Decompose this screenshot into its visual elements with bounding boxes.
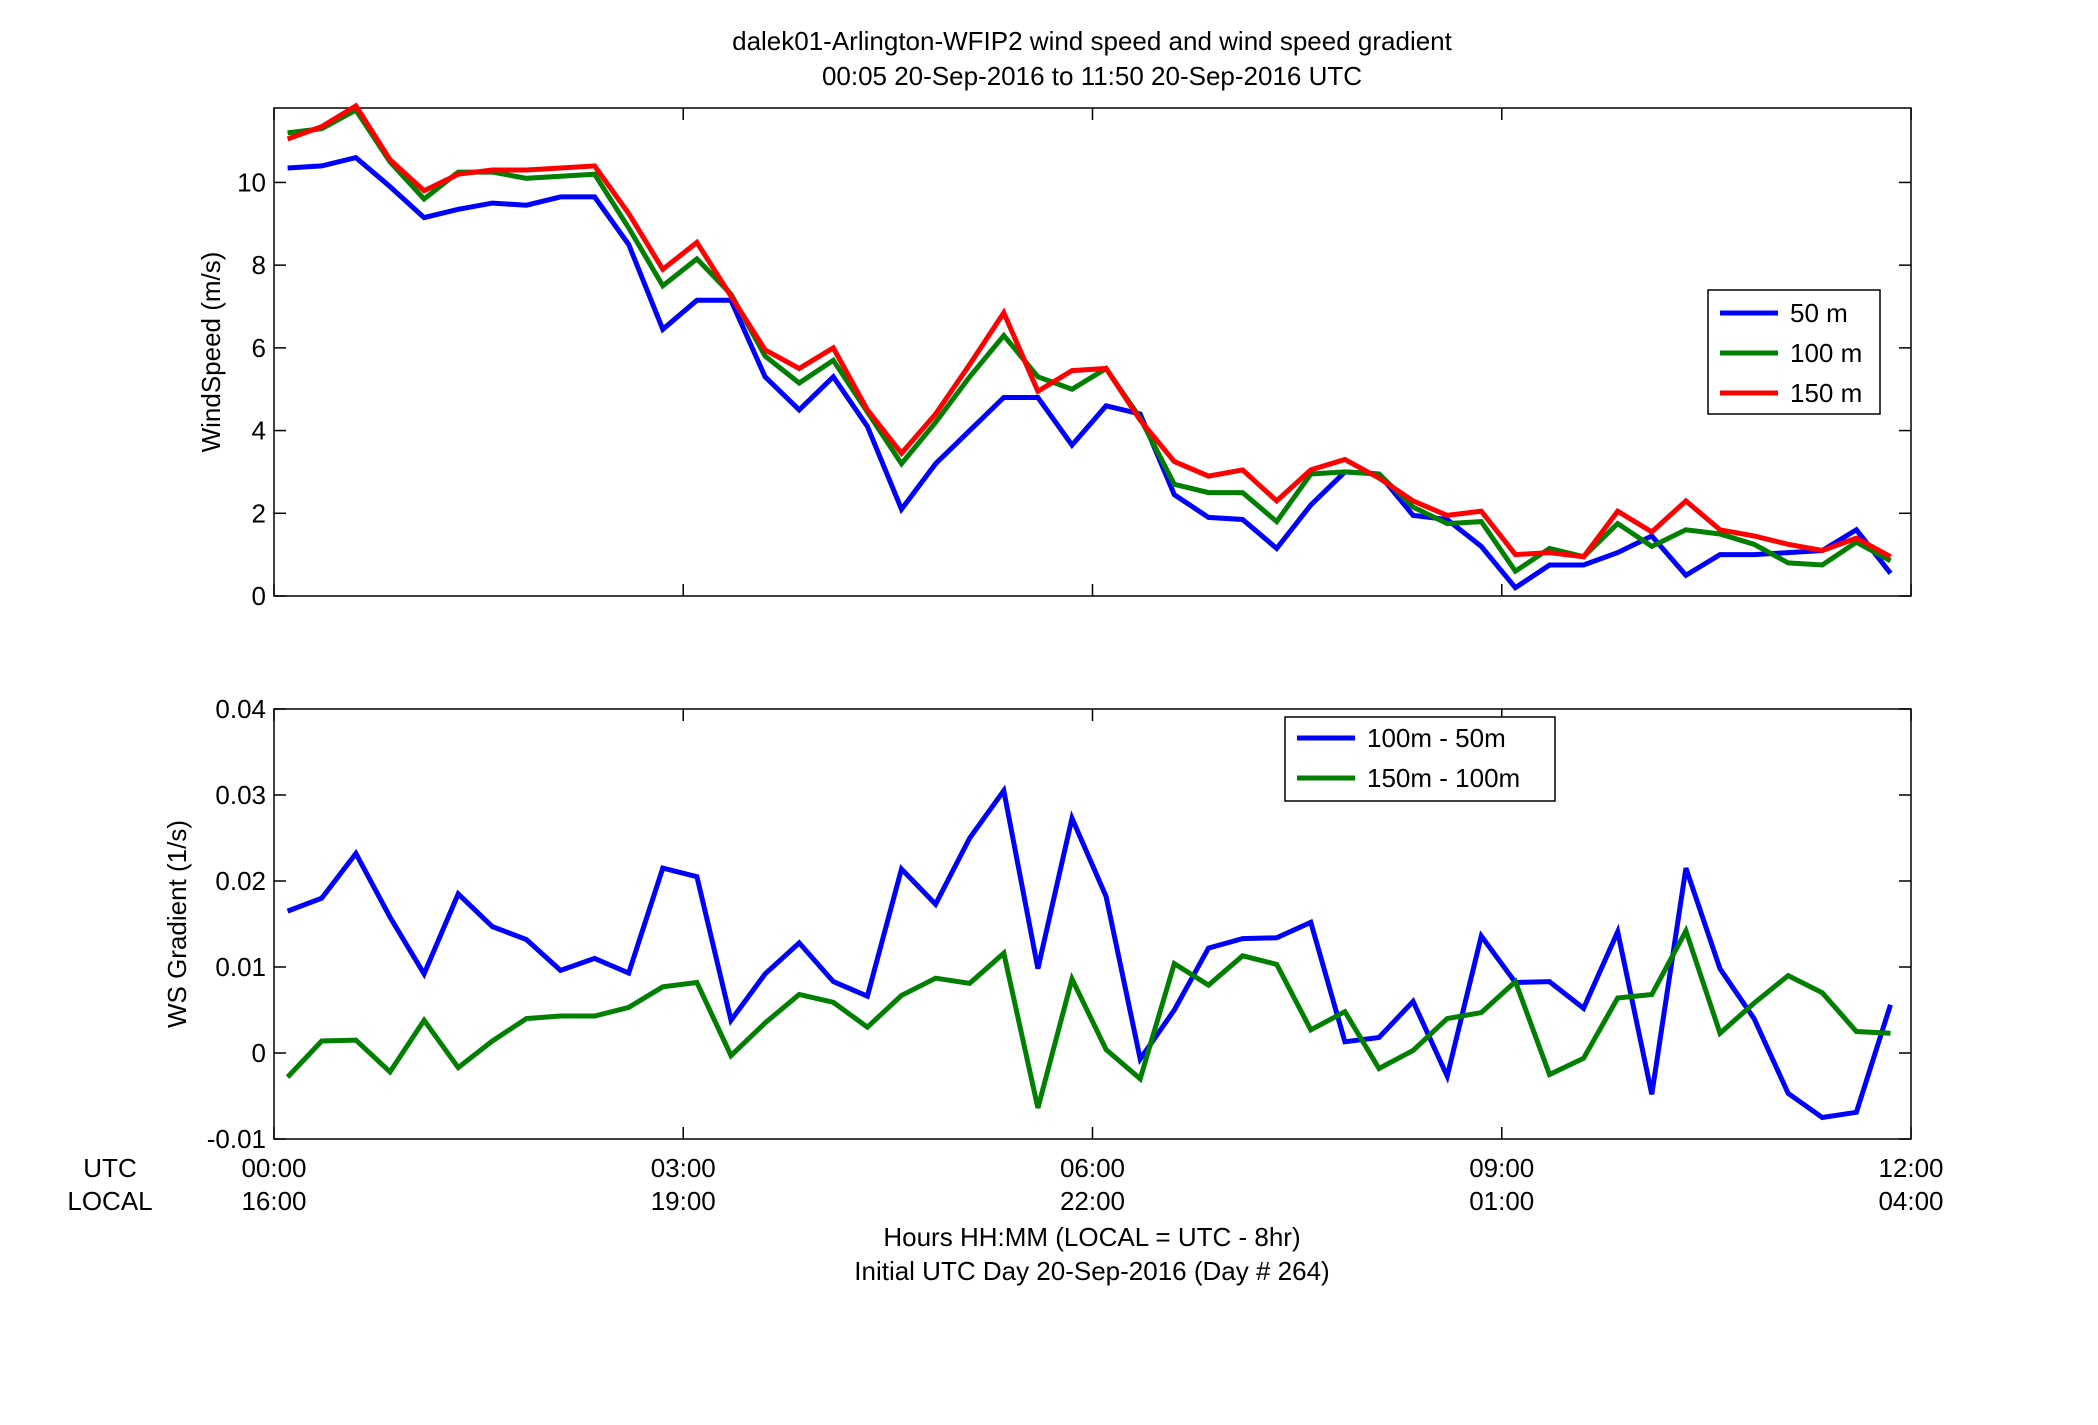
x-tick-label-utc: 06:00 [1060,1153,1125,1183]
gradient-gridticks: -0.01 0 0.01 0.02 0.03 0.04 [207,694,1912,1154]
local-row-label: LOCAL [67,1186,152,1216]
gradient-ytick-label: 0 [252,1038,266,1068]
x-tick-label-local: 19:00 [651,1186,716,1216]
x-tick-label-local: 16:00 [241,1186,306,1216]
windspeed-ytick-label: 0 [252,581,266,611]
windspeed-ylabel: WindSpeed (m/s) [196,252,226,453]
windspeed-ytick-label: 2 [252,498,266,528]
windspeed-legend: 50 m 100 m 150 m [1707,289,1881,415]
utc-row-label: UTC [83,1153,136,1183]
windspeed-ytick-label: 10 [237,167,266,197]
windspeed-plot-box [273,107,1912,597]
x-tick-label-utc: 00:00 [241,1153,306,1183]
chart-title-line1: dalek01-Arlington-WFIP2 wind speed and w… [732,26,1453,56]
windspeed-series-group [286,102,1893,592]
gradient-axes: -0.01 0 0.01 0.02 0.03 0.04 WS Gradient (1/s)… [162,694,1912,1154]
gradient-plot-box [273,708,1912,1140]
gradient-ytick-label: 0.03 [215,780,266,810]
x-tick-label-local: 01:00 [1469,1186,1534,1216]
gradient-series-150m-100m [285,924,1891,1109]
gradient-series-100m-50m [286,784,1893,1121]
x-tick-label-utc: 03:00 [651,1153,716,1183]
gradient-ytick-label: 0.02 [215,866,266,896]
legend-label-100m-50m: 100m - 50m [1367,723,1506,753]
xlabel-line2: Initial UTC Day 20-Sep-2016 (Day # 264) [854,1256,1329,1286]
windspeed-ytick-label: 6 [252,333,266,363]
gradient-legend-box [1284,716,1556,802]
windspeed-series-50-m [287,154,1893,592]
windspeed-axes: 0 2 4 6 8 10 WindSpeed (m/s) 50 m 100 m 150 m [196,102,1912,611]
gradient-ytick-label: 0.01 [215,952,266,982]
windspeed-ytick-label: 8 [252,250,266,280]
windspeed-series-150-m [286,102,1892,560]
windspeed-gridticks: 0 2 4 6 8 10 [237,108,1912,611]
legend-label-150m: 150 m [1790,378,1862,408]
x-tick-label-local: 22:00 [1060,1186,1125,1216]
x-tick-label-local: 04:00 [1878,1186,1943,1216]
windspeed-ytick-label: 4 [252,416,266,446]
gradient-ylabel: WS Gradient (1/s) [162,820,192,1028]
chart-title-line2: 00:05 20-Sep-2016 to 11:50 20-Sep-2016 U… [822,61,1362,91]
gradient-legend: 100m - 50m 150m - 100m [1284,716,1556,802]
gradient-ytick-label: -0.01 [207,1124,266,1154]
legend-label-50m: 50 m [1790,298,1848,328]
gradient-ytick-label: 0.04 [215,694,266,724]
legend-label-150m-100m: 150m - 100m [1367,763,1520,793]
legend-label-100m: 100 m [1790,338,1862,368]
x-tick-label-utc: 09:00 [1469,1153,1534,1183]
windspeed-series-100-m [287,106,1892,575]
xlabel-line1: Hours HH:MM (LOCAL = UTC - 8hr) [883,1222,1300,1252]
gradient-series-group [285,784,1893,1121]
x-tick-label-utc: 12:00 [1878,1153,1943,1183]
